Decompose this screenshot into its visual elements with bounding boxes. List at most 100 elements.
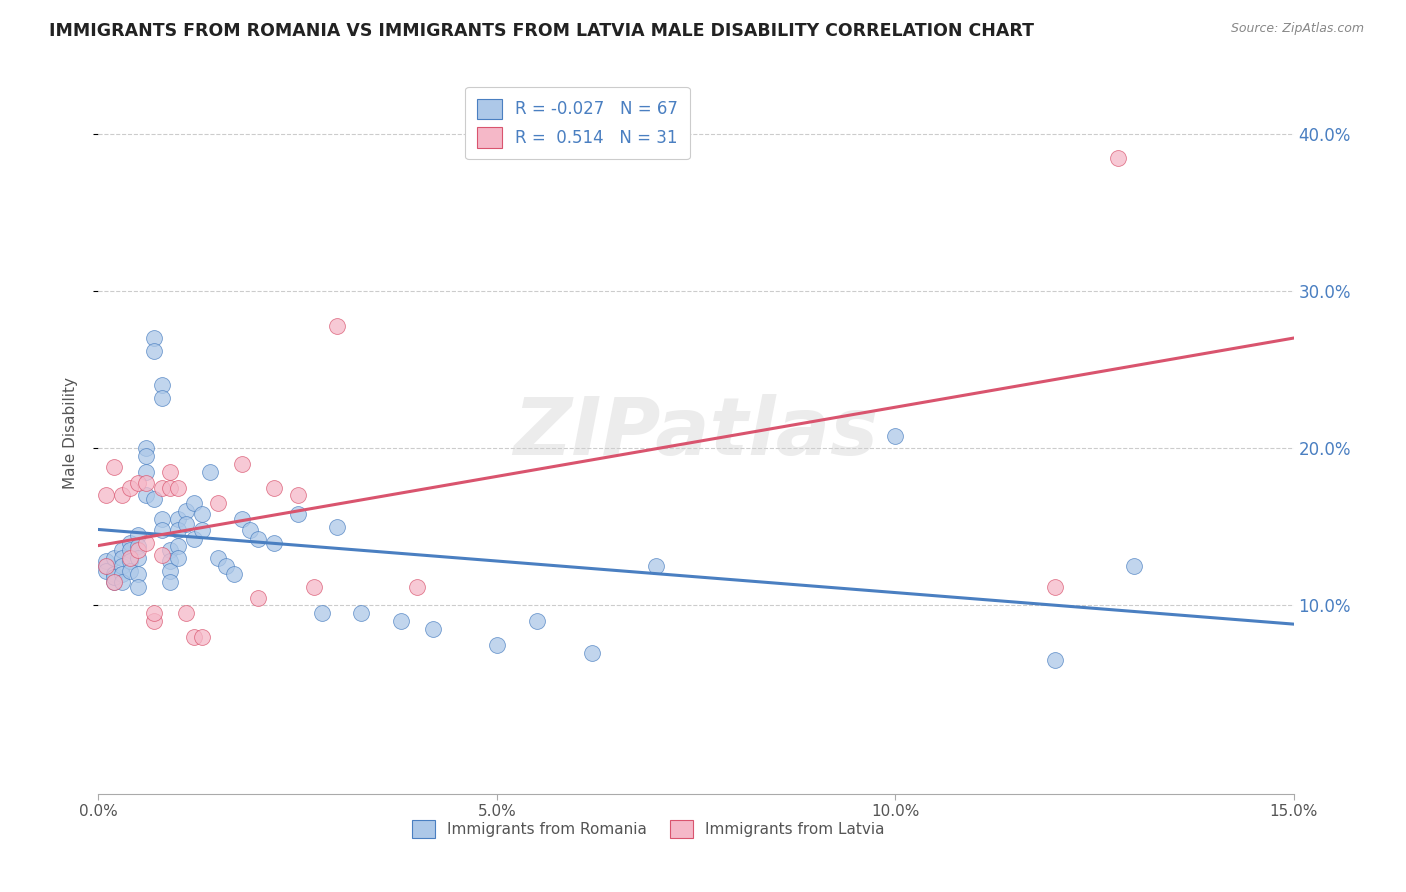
Point — [127, 527, 149, 541]
Point — [159, 574, 181, 589]
Point — [174, 607, 197, 621]
Point — [191, 508, 214, 522]
Point — [111, 543, 134, 558]
Point — [111, 574, 134, 589]
Point — [143, 491, 166, 506]
Point — [150, 481, 173, 495]
Point — [96, 488, 118, 502]
Point — [150, 512, 173, 526]
Point — [246, 533, 269, 547]
Point — [263, 535, 285, 549]
Point — [645, 559, 668, 574]
Point — [246, 591, 269, 605]
Point — [135, 465, 157, 479]
Point — [526, 614, 548, 628]
Point — [127, 543, 149, 558]
Point — [150, 391, 173, 405]
Point — [1123, 559, 1146, 574]
Point — [302, 580, 325, 594]
Point — [183, 496, 205, 510]
Point — [120, 481, 142, 495]
Point — [239, 523, 262, 537]
Point — [143, 331, 166, 345]
Point — [389, 614, 412, 628]
Point — [120, 543, 142, 558]
Point — [159, 465, 181, 479]
Point — [111, 566, 134, 581]
Point — [183, 533, 205, 547]
Point — [103, 570, 125, 584]
Point — [96, 554, 118, 568]
Point — [174, 516, 197, 531]
Point — [485, 638, 508, 652]
Point — [111, 488, 134, 502]
Point — [167, 481, 190, 495]
Point — [167, 551, 190, 566]
Point — [135, 449, 157, 463]
Point — [263, 481, 285, 495]
Point — [231, 457, 253, 471]
Text: ZIPatlas: ZIPatlas — [513, 393, 879, 472]
Point — [287, 488, 309, 502]
Point — [127, 539, 149, 553]
Point — [1043, 580, 1066, 594]
Point — [350, 607, 373, 621]
Point — [135, 488, 157, 502]
Point — [167, 523, 190, 537]
Point — [191, 523, 214, 537]
Point — [159, 481, 181, 495]
Point — [191, 630, 214, 644]
Point — [884, 429, 907, 443]
Point — [127, 566, 149, 581]
Point — [174, 504, 197, 518]
Point — [159, 543, 181, 558]
Point — [143, 614, 166, 628]
Point — [326, 520, 349, 534]
Point — [150, 378, 173, 392]
Point — [1107, 151, 1129, 165]
Point — [167, 539, 190, 553]
Point — [311, 607, 333, 621]
Text: IMMIGRANTS FROM ROMANIA VS IMMIGRANTS FROM LATVIA MALE DISABILITY CORRELATION CH: IMMIGRANTS FROM ROMANIA VS IMMIGRANTS FR… — [49, 22, 1035, 40]
Point — [96, 559, 118, 574]
Point — [215, 559, 238, 574]
Point — [103, 551, 125, 566]
Point — [326, 318, 349, 333]
Y-axis label: Male Disability: Male Disability — [63, 376, 77, 489]
Point — [103, 574, 125, 589]
Point — [183, 630, 205, 644]
Point — [120, 551, 142, 566]
Point — [111, 551, 134, 566]
Point — [150, 548, 173, 562]
Point — [143, 343, 166, 358]
Point — [422, 622, 444, 636]
Text: Source: ZipAtlas.com: Source: ZipAtlas.com — [1230, 22, 1364, 36]
Point — [406, 580, 429, 594]
Point — [207, 551, 229, 566]
Point — [1043, 653, 1066, 667]
Legend: Immigrants from Romania, Immigrants from Latvia: Immigrants from Romania, Immigrants from… — [402, 811, 894, 847]
Point — [167, 512, 190, 526]
Point — [127, 580, 149, 594]
Point — [159, 564, 181, 578]
Point — [222, 566, 245, 581]
Point — [198, 465, 221, 479]
Point — [120, 564, 142, 578]
Point — [159, 554, 181, 568]
Point — [231, 512, 253, 526]
Point — [207, 496, 229, 510]
Point — [120, 554, 142, 568]
Point — [143, 607, 166, 621]
Point — [127, 551, 149, 566]
Point — [103, 566, 125, 581]
Point — [127, 475, 149, 490]
Point — [103, 460, 125, 475]
Point — [103, 574, 125, 589]
Point — [135, 475, 157, 490]
Point — [111, 559, 134, 574]
Point — [96, 564, 118, 578]
Point — [135, 442, 157, 456]
Point — [120, 535, 142, 549]
Point — [581, 646, 603, 660]
Point — [287, 508, 309, 522]
